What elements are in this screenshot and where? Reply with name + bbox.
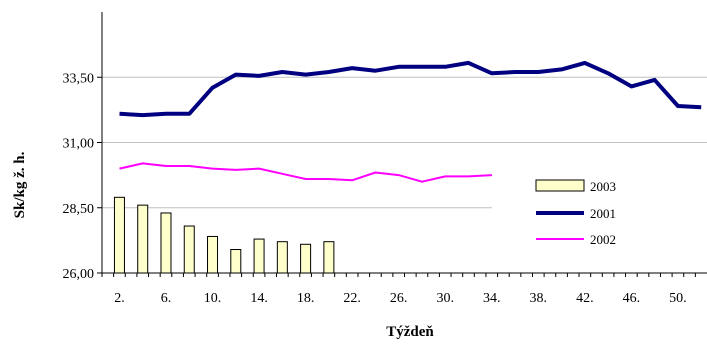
bar-2003-5 [230,249,242,274]
x-tick-label-0: 2. [114,291,125,306]
x-tick-label-7: 30. [436,291,454,306]
y-tick-label-3: 33,50 [63,71,95,86]
axes [97,12,707,277]
bar-2003-2 [160,212,172,274]
bar-2003-0 [113,196,125,274]
x-tick-label-10: 42. [576,291,594,306]
bar-2003-7 [276,241,288,274]
legend-swatch-2003 [535,179,585,192]
y-tick-labels: 26,00 28,50 31,00 33,50 [63,71,95,282]
bar-2003-4 [207,235,219,274]
x-tick-label-3: 14. [250,291,268,306]
legend-label-2002: 2002 [590,232,616,247]
bar-2003-1 [137,204,149,274]
x-tick-label-2: 10. [204,291,222,306]
y-tick-label-1: 28,50 [63,202,95,217]
x-tick-label-4: 18. [297,291,315,306]
legend: 2003 2001 2002 [492,170,707,258]
line-2001 [119,60,702,118]
legend-box [492,170,707,258]
x-tick-label-1: 6. [161,291,172,306]
bar-2003-3 [183,225,195,274]
y-tick-label-2: 31,00 [63,137,95,152]
bar-2003-6 [253,238,265,274]
y-tick-label-0: 26,00 [63,267,95,282]
x-tick-label-8: 34. [483,291,501,306]
x-tick-label-9: 38. [530,291,548,306]
bars-2003 [113,196,335,274]
legend-label-2003: 2003 [590,179,616,194]
x-tick-label-12: 50. [669,291,687,306]
x-tick-label-6: 26. [390,291,408,306]
bar-2003-9 [323,241,335,274]
x-tick-label-11: 46. [623,291,641,306]
x-tick-label-5: 22. [343,291,361,306]
x-axis-title: Týždeň [386,324,434,340]
y-axis-title: Sk/kg ž. h. [12,151,28,218]
x-tick-labels: 2. 6. 10. 14. 18. 22. 26. 30. 34. 38. 42. 46. 50. [114,291,686,306]
legend-label-2001: 2001 [590,206,616,221]
bar-2003-8 [300,243,312,274]
